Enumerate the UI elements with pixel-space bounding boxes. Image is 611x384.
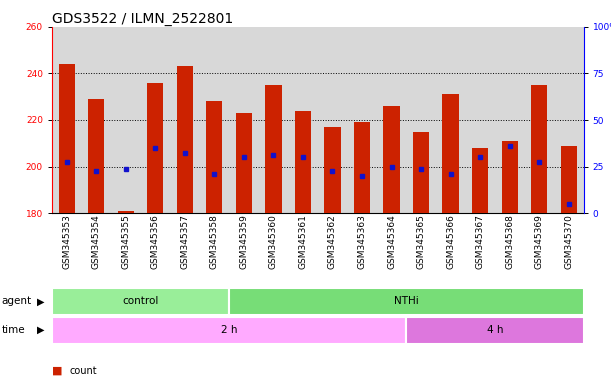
Text: 2 h: 2 h bbox=[221, 325, 238, 335]
Bar bbox=[384, 106, 400, 213]
Bar bbox=[347, 27, 377, 213]
Bar bbox=[524, 27, 554, 213]
Bar bbox=[442, 94, 459, 213]
Text: NTHi: NTHi bbox=[394, 296, 419, 306]
Bar bbox=[495, 27, 524, 213]
Bar bbox=[236, 113, 252, 213]
Bar bbox=[436, 27, 466, 213]
Bar bbox=[118, 211, 134, 213]
Bar bbox=[466, 27, 495, 213]
Bar bbox=[258, 27, 288, 213]
Text: ▶: ▶ bbox=[37, 325, 45, 335]
Bar bbox=[81, 27, 111, 213]
Bar bbox=[229, 27, 258, 213]
Bar bbox=[229, 288, 584, 315]
Text: agent: agent bbox=[2, 296, 32, 306]
Text: control: control bbox=[122, 296, 159, 306]
Bar bbox=[377, 27, 406, 213]
Bar bbox=[177, 66, 193, 213]
Bar bbox=[295, 111, 311, 213]
Bar bbox=[141, 27, 170, 213]
Text: count: count bbox=[69, 366, 97, 376]
Bar bbox=[531, 85, 547, 213]
Bar bbox=[502, 141, 518, 213]
Bar bbox=[318, 27, 347, 213]
Text: ■: ■ bbox=[52, 366, 62, 376]
Bar bbox=[200, 27, 229, 213]
Text: ▶: ▶ bbox=[37, 296, 45, 306]
Bar bbox=[413, 132, 429, 213]
Bar bbox=[406, 27, 436, 213]
Bar bbox=[147, 83, 163, 213]
Bar bbox=[52, 27, 81, 213]
Bar bbox=[406, 317, 584, 344]
Bar bbox=[207, 101, 222, 213]
Bar bbox=[59, 64, 75, 213]
Bar bbox=[472, 148, 488, 213]
Text: 4 h: 4 h bbox=[486, 325, 503, 335]
Text: time: time bbox=[2, 325, 26, 335]
Bar bbox=[561, 146, 577, 213]
Bar bbox=[265, 85, 282, 213]
Bar bbox=[354, 122, 370, 213]
Bar bbox=[52, 317, 406, 344]
Bar bbox=[554, 27, 584, 213]
Bar bbox=[324, 127, 340, 213]
Bar bbox=[288, 27, 318, 213]
Bar bbox=[52, 288, 229, 315]
Bar bbox=[111, 27, 141, 213]
Bar bbox=[170, 27, 200, 213]
Text: GDS3522 / ILMN_2522801: GDS3522 / ILMN_2522801 bbox=[52, 12, 233, 26]
Bar bbox=[88, 99, 104, 213]
